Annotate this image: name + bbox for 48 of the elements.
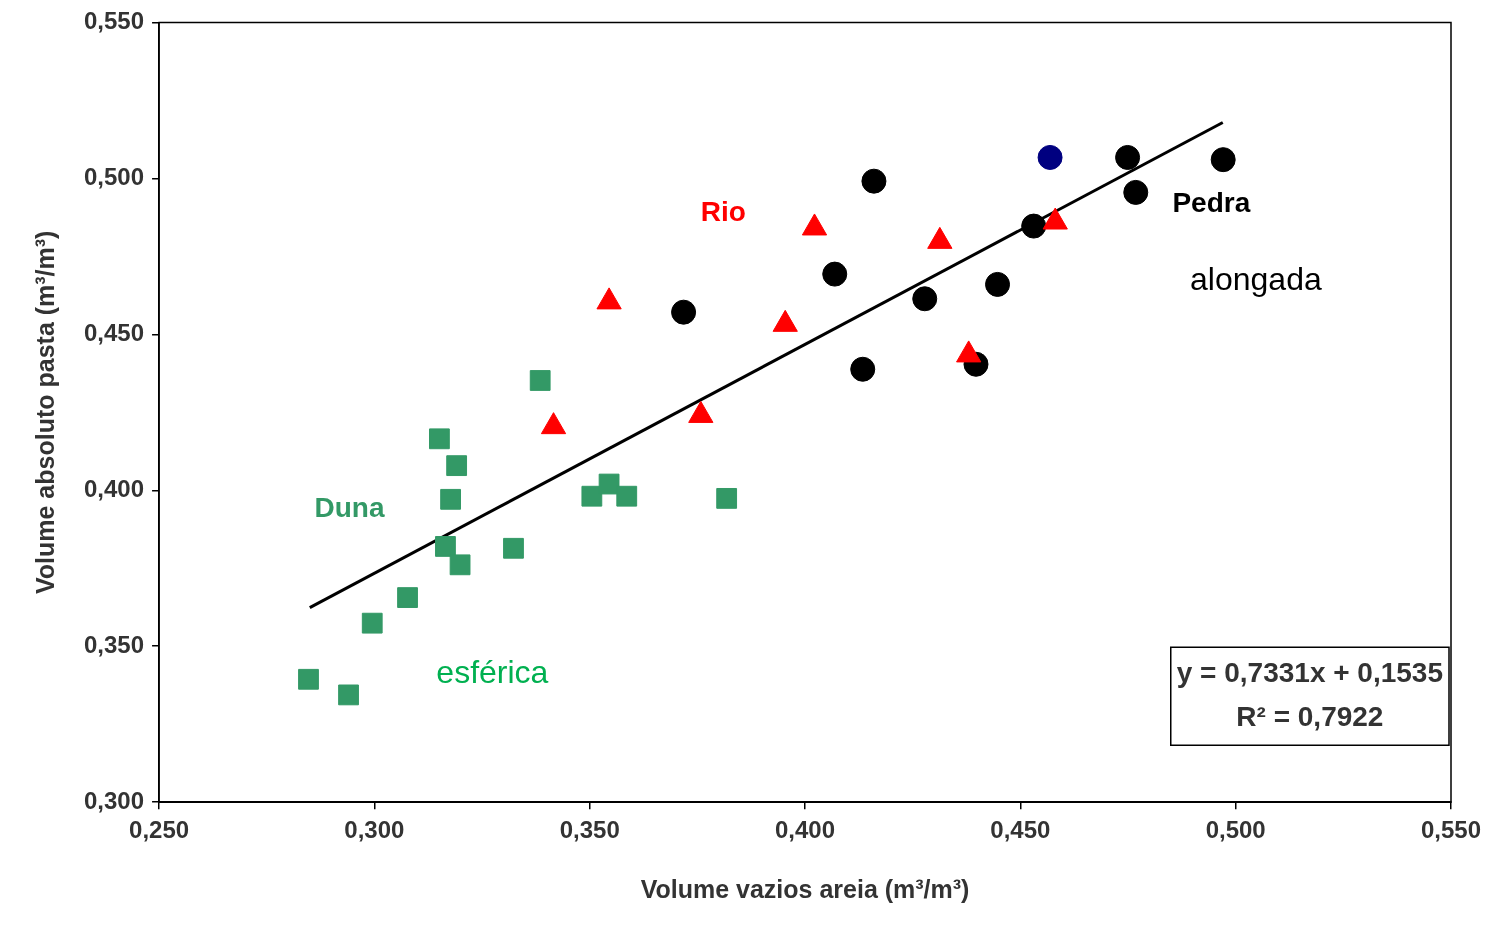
x-tick-label: 0,550 <box>1420 816 1482 844</box>
point <box>985 271 1011 297</box>
x-tick-label: 0,450 <box>990 816 1051 844</box>
point <box>338 684 359 706</box>
point <box>716 487 738 509</box>
y-tick-label: 0,550 <box>84 7 145 35</box>
point <box>861 168 887 194</box>
point <box>446 455 468 477</box>
point <box>616 485 638 507</box>
x-tick-label: 0,350 <box>559 816 620 844</box>
point <box>449 554 471 576</box>
series-label: Pedra <box>1172 187 1251 219</box>
x-tick-label: 0,300 <box>344 816 405 844</box>
point <box>598 473 620 495</box>
annotation: R² = 0,7922 <box>1236 700 1384 732</box>
point <box>671 299 697 325</box>
y-axis-title: Volume absoluto pasta (m³/m³) <box>30 230 59 595</box>
point <box>1210 147 1236 173</box>
x-tick-label: 0,400 <box>775 816 836 844</box>
x-axis-title: Volume vazios areia (m³/m³) <box>640 874 970 903</box>
point <box>429 428 450 450</box>
point <box>435 536 456 557</box>
x-tick-label: 0,250 <box>129 816 190 844</box>
point <box>298 668 319 690</box>
series-label: Duna <box>314 491 385 523</box>
point <box>1115 144 1141 170</box>
y-tick-label: 0,450 <box>84 318 145 346</box>
point <box>503 537 524 559</box>
y-tick-label: 0,400 <box>84 474 145 502</box>
point <box>361 612 383 634</box>
annotation: esférica <box>436 654 549 691</box>
text: Rio <box>700 196 746 228</box>
point <box>850 356 876 382</box>
point <box>912 286 938 312</box>
point <box>581 485 603 507</box>
point <box>529 370 551 391</box>
y-tick-label: 0,500 <box>84 162 145 190</box>
annotation: y = 0,7331x + 0,1535 <box>1176 656 1443 688</box>
point <box>1123 179 1149 205</box>
point <box>397 587 418 608</box>
point <box>1037 144 1063 170</box>
y-tick-label: 0,300 <box>84 786 145 814</box>
x-tick-label: 0,500 <box>1205 816 1266 844</box>
point <box>440 488 462 510</box>
point <box>1021 213 1047 239</box>
point <box>822 261 848 287</box>
annotation: alongada <box>1190 261 1322 298</box>
y-tick-label: 0,350 <box>84 630 145 658</box>
